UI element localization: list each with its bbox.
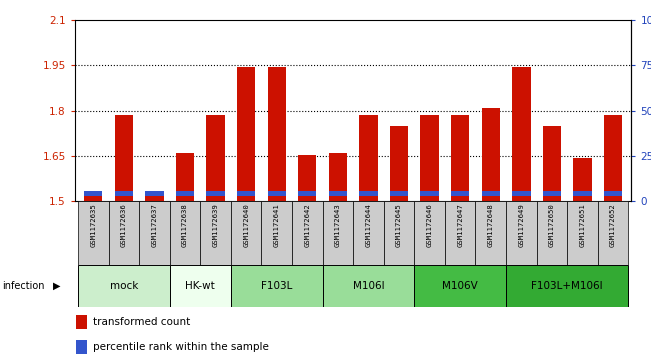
Bar [145, 194, 163, 201]
FancyBboxPatch shape [231, 265, 323, 307]
Text: GSM1172647: GSM1172647 [457, 203, 464, 247]
FancyBboxPatch shape [323, 265, 414, 307]
Text: transformed count: transformed count [92, 317, 190, 327]
FancyBboxPatch shape [353, 201, 383, 265]
Text: GSM1172643: GSM1172643 [335, 203, 341, 247]
FancyBboxPatch shape [536, 201, 567, 265]
Bar [115, 191, 133, 196]
Text: GSM1172648: GSM1172648 [488, 203, 494, 247]
FancyBboxPatch shape [414, 201, 445, 265]
Text: GSM1172649: GSM1172649 [518, 203, 524, 247]
Bar [268, 191, 286, 196]
Text: GSM1172645: GSM1172645 [396, 203, 402, 247]
Text: GSM1172637: GSM1172637 [152, 203, 158, 247]
Bar [237, 191, 255, 196]
Bar [451, 191, 469, 196]
Text: ▶: ▶ [53, 281, 61, 291]
FancyBboxPatch shape [262, 201, 292, 265]
Bar [390, 191, 408, 196]
Bar [604, 191, 622, 196]
Bar [329, 191, 347, 196]
FancyBboxPatch shape [598, 201, 628, 265]
Bar [268, 67, 286, 201]
Bar [574, 191, 592, 196]
Bar [512, 67, 531, 201]
Text: mock: mock [109, 281, 138, 291]
Bar [237, 67, 255, 201]
Bar [298, 155, 316, 201]
Text: infection: infection [2, 281, 44, 291]
Bar [543, 191, 561, 196]
Bar [84, 191, 102, 201]
Bar [76, 315, 87, 329]
Bar [482, 108, 500, 201]
Text: GSM1172642: GSM1172642 [304, 203, 311, 247]
Bar [543, 126, 561, 201]
FancyBboxPatch shape [78, 265, 170, 307]
Text: GSM1172636: GSM1172636 [121, 203, 127, 247]
Text: GSM1172641: GSM1172641 [273, 203, 280, 247]
Bar [359, 115, 378, 201]
Text: HK-wt: HK-wt [186, 281, 215, 291]
Bar [145, 191, 163, 196]
FancyBboxPatch shape [170, 265, 231, 307]
Bar [298, 191, 316, 196]
Bar [206, 115, 225, 201]
Bar [176, 153, 194, 201]
Text: GSM1172635: GSM1172635 [90, 203, 96, 247]
FancyBboxPatch shape [445, 201, 475, 265]
Bar [421, 115, 439, 201]
FancyBboxPatch shape [292, 201, 323, 265]
Text: F103L: F103L [261, 281, 292, 291]
Bar [84, 191, 102, 196]
Bar [390, 126, 408, 201]
Text: F103L+M106I: F103L+M106I [531, 281, 603, 291]
Text: GSM1172639: GSM1172639 [212, 203, 219, 247]
FancyBboxPatch shape [383, 201, 414, 265]
Bar [206, 191, 225, 196]
Bar [604, 115, 622, 201]
FancyBboxPatch shape [475, 201, 506, 265]
FancyBboxPatch shape [201, 201, 231, 265]
FancyBboxPatch shape [567, 201, 598, 265]
Bar [421, 191, 439, 196]
Bar [359, 191, 378, 196]
FancyBboxPatch shape [109, 201, 139, 265]
Bar [482, 191, 500, 196]
Text: M106V: M106V [442, 281, 478, 291]
Text: GSM1172644: GSM1172644 [365, 203, 372, 247]
Bar [451, 115, 469, 201]
FancyBboxPatch shape [78, 201, 109, 265]
Text: GSM1172646: GSM1172646 [426, 203, 433, 247]
Bar [329, 153, 347, 201]
Text: percentile rank within the sample: percentile rank within the sample [92, 342, 269, 352]
Text: GSM1172640: GSM1172640 [243, 203, 249, 247]
FancyBboxPatch shape [231, 201, 262, 265]
FancyBboxPatch shape [139, 201, 170, 265]
Bar [574, 158, 592, 201]
Text: GSM1172650: GSM1172650 [549, 203, 555, 247]
FancyBboxPatch shape [506, 201, 536, 265]
FancyBboxPatch shape [323, 201, 353, 265]
Bar [176, 191, 194, 196]
Bar [115, 115, 133, 201]
Text: GSM1172638: GSM1172638 [182, 203, 188, 247]
Text: GSM1172652: GSM1172652 [610, 203, 616, 247]
FancyBboxPatch shape [170, 201, 201, 265]
FancyBboxPatch shape [506, 265, 628, 307]
Bar [512, 191, 531, 196]
Text: M106I: M106I [353, 281, 384, 291]
Text: GSM1172651: GSM1172651 [579, 203, 585, 247]
FancyBboxPatch shape [414, 265, 506, 307]
Bar [76, 340, 87, 354]
